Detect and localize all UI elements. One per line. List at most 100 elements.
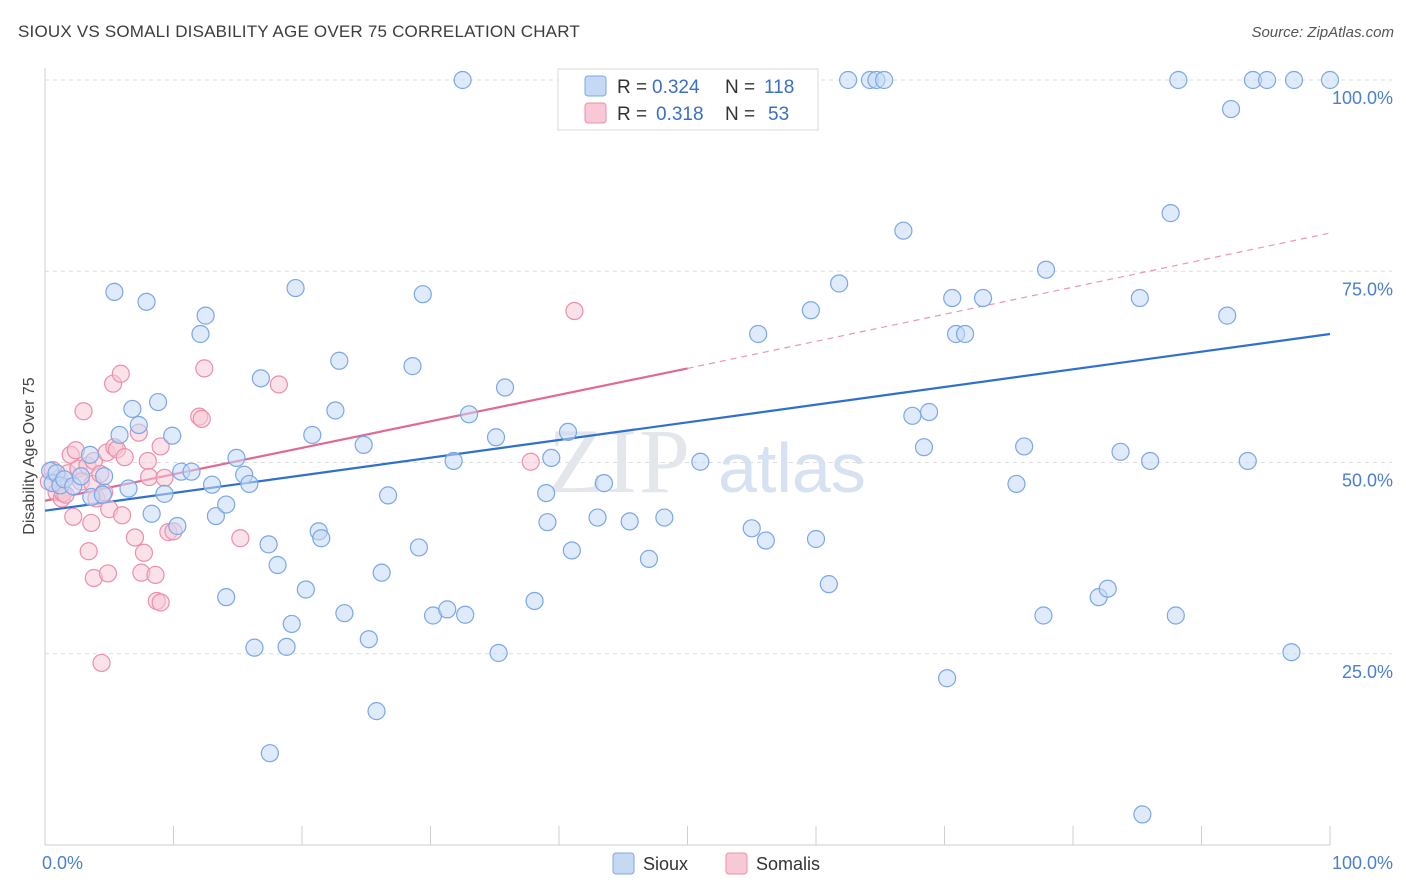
sioux-point-90 (914, 438, 934, 457)
legend-somali-r: 0.318 (656, 104, 704, 125)
sioux-point-77 (742, 519, 761, 538)
legend-swatch-sioux (584, 75, 607, 97)
somali-point-30 (111, 364, 130, 383)
somali-point-25 (98, 564, 118, 583)
sioux-point-73 (620, 512, 639, 531)
sioux-point-30 (227, 448, 246, 468)
somali-point-42 (151, 593, 170, 612)
sioux-point-48 (354, 435, 373, 455)
sioux-point-9 (93, 485, 112, 504)
sioux-point-42 (303, 425, 322, 445)
somali-point-36 (134, 543, 154, 562)
sioux-point-7 (80, 445, 100, 464)
sioux-point-13 (119, 479, 138, 498)
sioux-point-99 (1034, 606, 1053, 625)
sioux-point-16 (137, 292, 156, 311)
sioux-point-88 (894, 221, 913, 240)
chart-title: SIOUX VS SOMALI DISABILITY AGE OVER 75 C… (18, 22, 580, 41)
somali-point-38 (139, 467, 159, 487)
source-label: Source: ZipAtlas.com (1251, 24, 1394, 41)
sioux-point-102 (1098, 579, 1117, 598)
sioux-point-49 (359, 630, 378, 649)
sioux-point-103 (1111, 442, 1130, 461)
sioux-points (41, 70, 1340, 824)
somali-point-52 (565, 301, 584, 321)
sioux-point-98 (1015, 437, 1034, 456)
sioux-point-89 (903, 406, 922, 425)
sioux-point-65 (525, 591, 544, 611)
sioux-point-82 (819, 575, 838, 594)
sioux-point-107 (1161, 204, 1180, 223)
sioux-point-67 (538, 513, 557, 532)
sioux-point-69 (558, 422, 578, 441)
sioux-point-66 (537, 484, 556, 503)
somali-point-16 (82, 513, 101, 533)
sioux-point-59 (453, 70, 472, 90)
sioux-point-12 (110, 425, 129, 445)
sioux-point-39 (282, 614, 301, 634)
sioux-point-47 (335, 604, 354, 623)
somali-point-32 (115, 448, 134, 467)
sioux-point-111 (1221, 99, 1241, 119)
sioux-point-41 (296, 580, 315, 599)
sioux-point-80 (801, 301, 820, 320)
sioux-point-53 (403, 357, 422, 376)
sioux-point-72 (594, 474, 614, 493)
sioux-point-28 (217, 495, 236, 514)
sioux-point-20 (163, 426, 182, 445)
sioux-point-104 (1130, 288, 1149, 308)
sioux-point-70 (562, 541, 581, 560)
somali-point-51 (521, 452, 540, 471)
sioux-point-81 (806, 529, 826, 549)
sioux-point-17 (142, 504, 161, 523)
sioux-point-63 (489, 643, 508, 663)
sioux-point-26 (202, 475, 222, 494)
sioux-point-50 (367, 702, 386, 721)
sioux-point-64 (495, 378, 515, 397)
sioux-point-79 (756, 531, 775, 550)
somali-point-47 (192, 409, 211, 428)
sioux-point-75 (655, 508, 674, 527)
legend-sioux-r-label: R = (617, 77, 647, 98)
sioux-point-40 (286, 278, 305, 298)
sioux-point-87 (875, 70, 894, 90)
sioux-point-51 (372, 563, 391, 582)
sioux-point-10 (95, 467, 114, 486)
somali-point-43 (155, 468, 174, 487)
sioux-trend-line (44, 332, 1331, 512)
sioux-point-6 (71, 467, 91, 486)
sioux-point-84 (839, 70, 858, 90)
sioux-point-14 (123, 399, 142, 419)
bottom-legend-somali: Somalis (756, 854, 820, 874)
legend-somali-n-label: N = (725, 104, 755, 125)
sioux-point-116 (1284, 70, 1304, 90)
sioux-point-96 (973, 288, 993, 308)
sioux-point-34 (251, 369, 270, 388)
sioux-point-36 (260, 744, 279, 763)
sioux-point-18 (148, 392, 168, 412)
sioux-point-57 (438, 600, 457, 619)
sioux-point-83 (830, 274, 849, 293)
sioux-point-110 (1218, 306, 1237, 325)
sioux-point-11 (105, 282, 124, 302)
sioux-point-91 (919, 402, 939, 422)
somali-point-22 (92, 653, 111, 673)
somali-point-37 (138, 451, 157, 471)
sioux-point-78 (749, 324, 768, 344)
sioux-point-97 (1007, 474, 1026, 494)
sioux-point-108 (1166, 606, 1185, 625)
legend-sioux-n-label: N = (725, 77, 755, 98)
sioux-point-100 (1036, 260, 1056, 279)
somali-point-13 (74, 402, 93, 421)
x-tick-label-max: 100.0% (1332, 853, 1393, 873)
somali-point-15 (79, 542, 98, 561)
tick-labels: 25.0% 50.0% 75.0% 100.0% 0.0% 100.0% (42, 88, 1393, 873)
sioux-point-32 (240, 474, 259, 494)
sioux-point-68 (542, 448, 561, 468)
y-tick-label-75: 75.0% (1342, 279, 1393, 299)
sioux-point-93 (943, 288, 962, 308)
sioux-point-52 (378, 486, 398, 505)
somali-point-49 (231, 529, 250, 548)
legend-swatch-somali (584, 102, 607, 124)
